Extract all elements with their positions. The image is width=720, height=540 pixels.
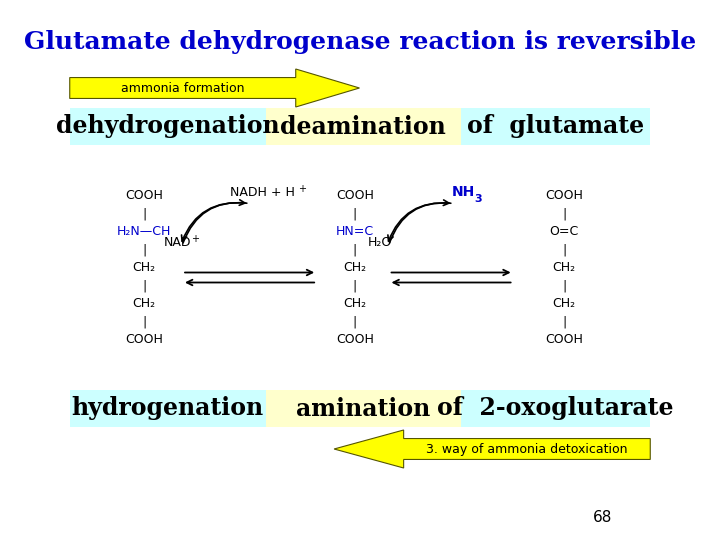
- Text: CH₂: CH₂: [552, 261, 575, 274]
- Text: COOH: COOH: [545, 333, 583, 346]
- Text: |: |: [142, 315, 146, 328]
- Text: |: |: [353, 315, 357, 328]
- Polygon shape: [70, 69, 359, 107]
- Text: COOH: COOH: [545, 189, 583, 202]
- Text: NADH + H: NADH + H: [230, 186, 294, 199]
- Text: of  glutamate: of glutamate: [467, 114, 644, 138]
- Text: CH₂: CH₂: [552, 297, 575, 310]
- Bar: [266, 108, 461, 145]
- Text: 3: 3: [474, 193, 482, 204]
- Text: COOH: COOH: [336, 189, 374, 202]
- Text: CH₂: CH₂: [132, 297, 156, 310]
- Text: CH₂: CH₂: [132, 261, 156, 274]
- Text: |: |: [353, 207, 357, 220]
- Text: 3. way of ammonia detoxication: 3. way of ammonia detoxication: [426, 442, 628, 456]
- Text: NAD: NAD: [164, 237, 192, 249]
- Text: of  2-oxoglutarate: of 2-oxoglutarate: [437, 396, 674, 421]
- Text: |: |: [142, 243, 146, 256]
- Text: COOH: COOH: [125, 189, 163, 202]
- Text: HN=C: HN=C: [336, 225, 374, 238]
- Text: |: |: [562, 243, 566, 256]
- Text: +: +: [191, 233, 199, 244]
- Text: ammonia formation: ammonia formation: [121, 82, 245, 94]
- Text: amination: amination: [296, 396, 431, 421]
- Text: CH₂: CH₂: [343, 297, 366, 310]
- Text: deamination: deamination: [281, 114, 446, 138]
- Text: CH₂: CH₂: [343, 261, 366, 274]
- Text: |: |: [353, 279, 357, 292]
- Bar: [266, 390, 461, 427]
- Text: |: |: [562, 207, 566, 220]
- Text: O=C: O=C: [549, 225, 579, 238]
- Text: H₂O: H₂O: [368, 237, 392, 249]
- Text: |: |: [562, 279, 566, 292]
- Text: NH: NH: [452, 186, 475, 199]
- Text: Glutamate dehydrogenase reaction is reversible: Glutamate dehydrogenase reaction is reve…: [24, 30, 696, 53]
- Bar: [461, 108, 650, 145]
- Text: +: +: [298, 184, 306, 193]
- Text: hydrogenation: hydrogenation: [72, 396, 264, 421]
- Bar: [461, 390, 650, 427]
- Text: |: |: [142, 279, 146, 292]
- Text: H₂N—CH: H₂N—CH: [117, 225, 171, 238]
- Text: COOH: COOH: [125, 333, 163, 346]
- Text: |: |: [353, 243, 357, 256]
- Text: |: |: [562, 315, 566, 328]
- Bar: [70, 108, 266, 145]
- Text: dehydrogenation: dehydrogenation: [56, 114, 279, 138]
- Text: |: |: [142, 207, 146, 220]
- Bar: [70, 390, 266, 427]
- Polygon shape: [334, 430, 650, 468]
- Text: 68: 68: [593, 510, 612, 525]
- Text: COOH: COOH: [336, 333, 374, 346]
